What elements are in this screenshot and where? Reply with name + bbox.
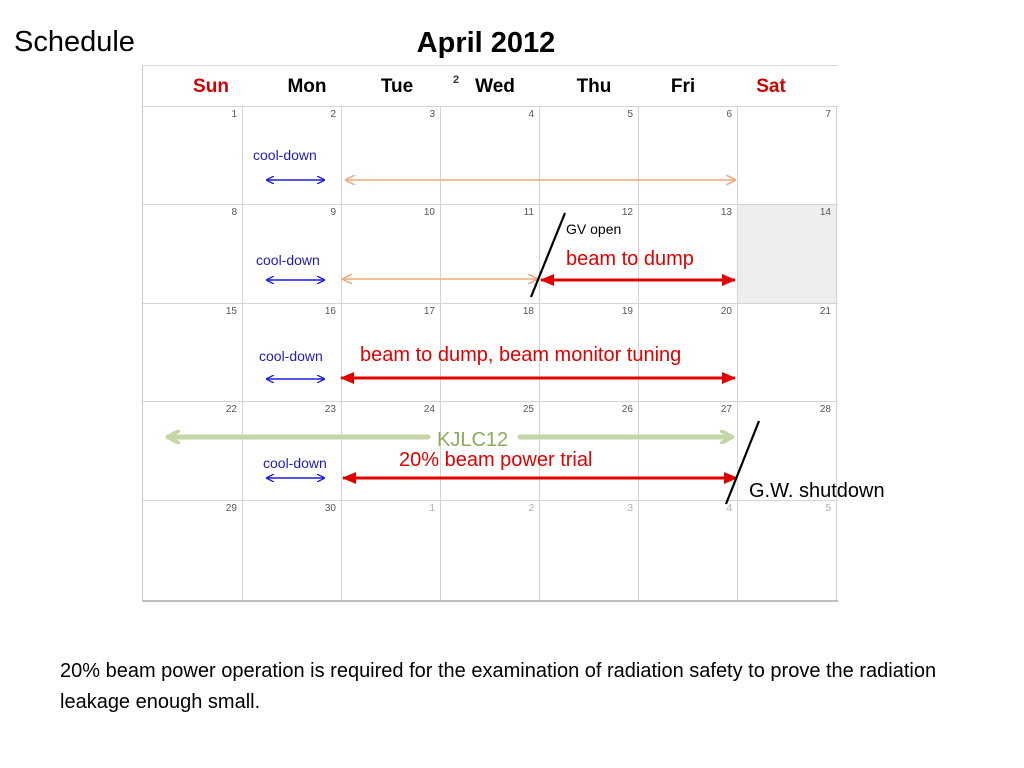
date-number: 15 bbox=[225, 306, 237, 317]
date-number: 19 bbox=[621, 306, 633, 317]
grid-line bbox=[737, 106, 738, 600]
date-number: 9 bbox=[330, 207, 336, 218]
footnote: 20% beam power operation is required for… bbox=[60, 660, 937, 713]
date-number: 1 bbox=[231, 109, 237, 120]
calendar-grid: Sun Mon Tue Wed Thu Fri Sat 1 2 3 4 5 6 7 8 9 10 11 12 13 14… bbox=[142, 65, 838, 602]
grid-line bbox=[143, 204, 838, 205]
day-header-background bbox=[556, 66, 632, 106]
date-number: 26 bbox=[621, 404, 633, 415]
date-number: 30 bbox=[324, 503, 336, 514]
day-header-background bbox=[645, 66, 721, 106]
grid-line bbox=[836, 106, 837, 600]
shaded-cell bbox=[738, 205, 836, 303]
day-header: Wed bbox=[475, 76, 515, 97]
date-number: 13 bbox=[720, 207, 732, 218]
day-header: Tue bbox=[380, 76, 414, 97]
day-header-background bbox=[173, 66, 249, 106]
cool-down-label-week3: cool-down bbox=[259, 348, 323, 364]
day-header-background bbox=[457, 66, 533, 106]
date-number: 23 bbox=[324, 404, 336, 415]
day-header: Fri bbox=[670, 76, 696, 97]
beam-to-dump-label: beam to dump bbox=[566, 248, 694, 270]
date-number: 16 bbox=[324, 306, 336, 317]
date-number: 28 bbox=[819, 404, 831, 415]
corner-mark: 2 bbox=[453, 74, 460, 86]
date-number: 20 bbox=[720, 306, 732, 317]
day-header: Thu bbox=[576, 76, 612, 97]
day-header: Sun bbox=[193, 76, 229, 97]
cool-down-label-week2: cool-down bbox=[256, 252, 320, 268]
date-number: 5 bbox=[825, 503, 831, 514]
date-number: 24 bbox=[423, 404, 435, 415]
date-number: 5 bbox=[627, 109, 633, 120]
date-number: 3 bbox=[429, 109, 435, 120]
grid-line bbox=[143, 401, 838, 402]
cool-down-label-week4: cool-down bbox=[263, 455, 327, 471]
date-number: 2 bbox=[528, 503, 534, 514]
day-header: Mon bbox=[287, 76, 327, 97]
gv-open-label: GV open bbox=[566, 221, 622, 237]
date-number: 29 bbox=[225, 503, 237, 514]
day-header-background bbox=[359, 66, 435, 106]
grid-line bbox=[638, 106, 639, 600]
grid-line bbox=[341, 106, 342, 600]
kjlc-label: KJLC12 bbox=[437, 429, 509, 451]
date-number: 11 bbox=[523, 207, 534, 218]
date-number: 6 bbox=[726, 109, 732, 120]
day-header-background bbox=[269, 66, 345, 106]
day-header: Sat bbox=[756, 76, 786, 97]
date-number: 22 bbox=[225, 404, 237, 415]
slide-title: Schedule bbox=[14, 26, 135, 58]
date-number: 4 bbox=[528, 109, 534, 120]
date-number: 10 bbox=[423, 207, 435, 218]
cool-down-label-week1: cool-down bbox=[253, 147, 317, 163]
date-number: 1 bbox=[429, 503, 435, 514]
beam-tuning-label: beam to dump, beam monitor tuning bbox=[360, 344, 682, 366]
date-number: 8 bbox=[231, 207, 237, 218]
date-number: 18 bbox=[522, 306, 534, 317]
date-number: 25 bbox=[522, 404, 534, 415]
date-number: 3 bbox=[627, 503, 633, 514]
grid-line bbox=[242, 106, 243, 600]
date-number: 2 bbox=[330, 109, 336, 120]
grid-line bbox=[539, 106, 540, 600]
grid-line bbox=[143, 106, 838, 107]
date-number: 21 bbox=[819, 306, 831, 317]
date-number: 7 bbox=[825, 109, 831, 120]
grid-line bbox=[440, 106, 441, 600]
gw-shutdown-label: G.W. shutdown bbox=[749, 480, 885, 502]
trial-label: 20% beam power trial bbox=[399, 449, 593, 471]
date-number: 14 bbox=[819, 207, 831, 218]
date-number: 27 bbox=[720, 404, 732, 415]
date-number: 17 bbox=[423, 306, 435, 317]
grid-line bbox=[143, 500, 838, 501]
calendar-title: April 2012 bbox=[388, 24, 584, 62]
date-number: 4 bbox=[726, 503, 732, 514]
grid-line bbox=[143, 303, 838, 304]
day-header-background bbox=[733, 66, 809, 106]
date-number: 12 bbox=[621, 207, 633, 218]
